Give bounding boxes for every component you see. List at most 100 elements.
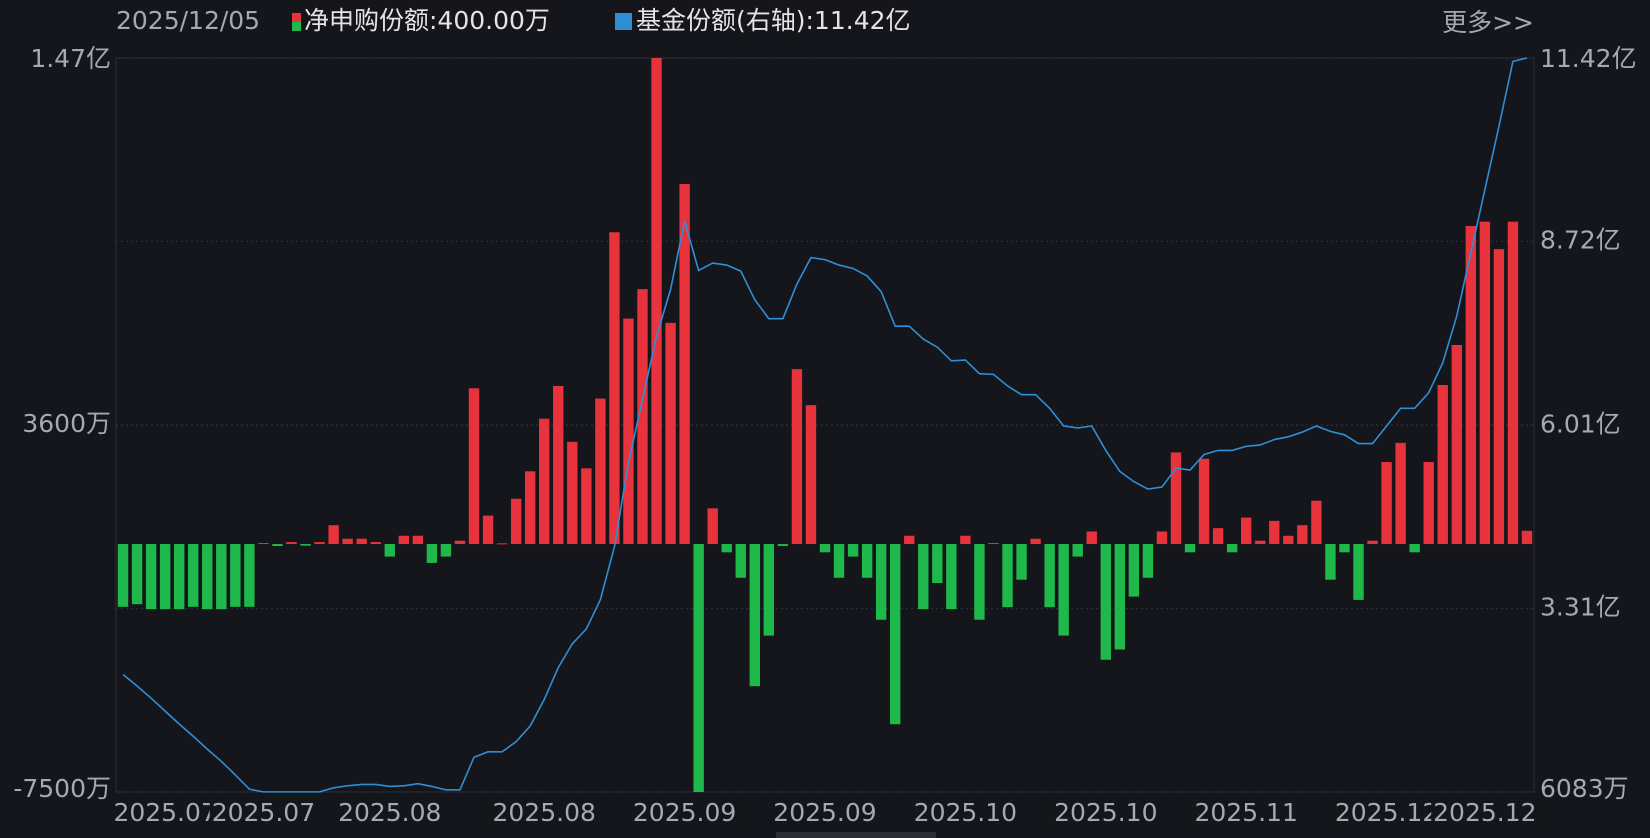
bar bbox=[1283, 535, 1294, 545]
x-tick: 2025.10 bbox=[911, 798, 1020, 827]
x-label-background bbox=[1431, 798, 1539, 827]
bar bbox=[1395, 442, 1406, 545]
bar bbox=[370, 542, 381, 545]
bar bbox=[510, 498, 522, 545]
bar bbox=[932, 544, 943, 584]
bar bbox=[1044, 544, 1055, 608]
bar bbox=[567, 441, 578, 545]
x-tick-label: 2025.07 bbox=[113, 798, 216, 827]
bar bbox=[1255, 540, 1266, 545]
bar bbox=[356, 538, 367, 545]
bar bbox=[777, 544, 789, 547]
bar bbox=[721, 544, 732, 553]
line bbox=[122, 57, 1528, 793]
bar bbox=[440, 544, 452, 557]
bar bbox=[145, 544, 157, 610]
x-tick: 2025.08 bbox=[490, 798, 598, 827]
bar bbox=[1114, 544, 1126, 650]
bar bbox=[1184, 544, 1196, 553]
x-tick-label: 2025.11 bbox=[1194, 798, 1297, 827]
bar bbox=[398, 535, 410, 545]
bar bbox=[1100, 544, 1111, 660]
bar bbox=[1142, 544, 1154, 578]
bar bbox=[679, 183, 690, 545]
bar bbox=[524, 471, 536, 545]
bar bbox=[847, 544, 859, 557]
bar bbox=[609, 232, 620, 545]
bar bbox=[230, 544, 241, 607]
x-label-background bbox=[1332, 798, 1441, 827]
bar bbox=[1507, 221, 1519, 545]
scrollbar bbox=[776, 832, 936, 838]
y2-tick-label: 11.42亿 bbox=[1540, 44, 1637, 73]
bar bbox=[763, 544, 775, 636]
bar bbox=[188, 544, 199, 607]
bar bbox=[1325, 544, 1336, 580]
y-tick-label: -7500万 bbox=[13, 774, 111, 803]
bar bbox=[623, 318, 634, 545]
bar bbox=[202, 544, 213, 610]
bar bbox=[314, 542, 325, 545]
bar bbox=[1226, 544, 1238, 553]
x-tick: 2025.09 bbox=[630, 798, 739, 827]
y2-tick-label: 6.01亿 bbox=[1540, 409, 1621, 438]
x-label-background bbox=[1192, 798, 1300, 827]
bar bbox=[861, 544, 873, 578]
x-tick-label: 2025.10 bbox=[1054, 798, 1157, 827]
x-tick-label: 2025.09 bbox=[773, 798, 876, 827]
bar bbox=[833, 544, 845, 578]
bar bbox=[1479, 221, 1491, 545]
bar bbox=[1128, 544, 1140, 597]
bar bbox=[1030, 538, 1041, 545]
y-tick-label: 3600万 bbox=[22, 409, 111, 438]
x-tick: 2025.12 bbox=[1431, 798, 1539, 827]
bar bbox=[1002, 544, 1013, 608]
bar bbox=[426, 544, 438, 563]
bar bbox=[1156, 531, 1168, 545]
bar bbox=[159, 544, 171, 610]
bar bbox=[272, 544, 283, 547]
x-label-background bbox=[1052, 798, 1160, 827]
bar bbox=[216, 544, 227, 610]
x-tick: 2025.10 bbox=[1052, 798, 1160, 827]
x-tick-label: 2025.07 bbox=[212, 798, 315, 827]
y-tick-label: 1.47亿 bbox=[30, 44, 111, 73]
x-tick: 2025.07 bbox=[111, 798, 219, 827]
bar bbox=[244, 544, 255, 607]
more-link[interactable]: 更多>> bbox=[1442, 8, 1534, 37]
bar bbox=[482, 515, 494, 545]
x-tick-label: 2025.08 bbox=[493, 798, 596, 827]
bar bbox=[300, 544, 311, 546]
legend-entry: 基金份额(右轴):11.42亿 bbox=[636, 6, 911, 35]
bar bbox=[286, 542, 297, 545]
bar bbox=[651, 58, 662, 545]
bar bbox=[131, 544, 143, 605]
bar bbox=[974, 544, 985, 620]
bar bbox=[707, 508, 718, 545]
legend-swatch-positive bbox=[292, 13, 301, 22]
bar bbox=[988, 543, 999, 545]
x-label-background bbox=[209, 798, 318, 827]
bar bbox=[384, 544, 395, 557]
bar bbox=[117, 544, 129, 607]
bar bbox=[1198, 458, 1210, 545]
bar bbox=[258, 543, 269, 545]
bar bbox=[1451, 344, 1462, 545]
y2-tick-label: 6083万 bbox=[1540, 774, 1629, 803]
bar bbox=[1311, 500, 1322, 545]
bar bbox=[1423, 462, 1434, 545]
bar bbox=[1493, 249, 1505, 545]
legend-entry: 净申购份额:400.00万 bbox=[304, 6, 550, 35]
x-tick: 2025.12 bbox=[1332, 798, 1441, 827]
bar bbox=[1016, 544, 1027, 580]
x-label-background bbox=[336, 798, 444, 827]
bar bbox=[1353, 544, 1364, 600]
bar bbox=[1381, 462, 1392, 545]
bar bbox=[1339, 544, 1350, 553]
bar bbox=[637, 289, 648, 545]
bar bbox=[468, 388, 480, 545]
bar bbox=[946, 544, 957, 610]
